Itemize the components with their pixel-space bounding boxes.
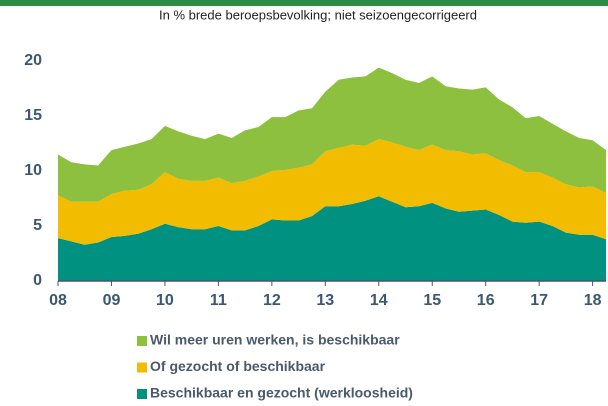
y-tick-label: 10	[24, 162, 42, 179]
y-tick-label: 20	[24, 52, 42, 69]
x-tick-label: 15	[423, 292, 441, 309]
x-tick-label: 14	[370, 292, 388, 309]
x-tick-label: 08	[49, 292, 67, 309]
y-tick-label: 0	[33, 272, 42, 289]
legend-label: Wil meer uren werken, is beschikbaar	[150, 332, 400, 348]
x-tick-label: 17	[530, 292, 548, 309]
legend-label: Beschikbaar en gezocht (werkloosheid)	[150, 385, 413, 401]
x-tick-label: 12	[263, 292, 281, 309]
area	[58, 196, 606, 281]
legend-swatch	[137, 389, 147, 399]
x-tick-label: 10	[156, 292, 174, 309]
area	[58, 139, 606, 245]
legend-swatch	[137, 336, 147, 346]
x-tick-label: 09	[103, 292, 121, 309]
area	[58, 67, 606, 202]
x-tick-label: 18	[584, 292, 602, 309]
y-tick-label: 5	[33, 217, 42, 234]
x-tick-label: 13	[316, 292, 334, 309]
x-tick-label: 16	[477, 292, 495, 309]
chart-subtitle: In % brede beroepsbevolking; niet seizoe…	[159, 7, 477, 22]
x-tick-label: 11	[210, 292, 227, 309]
legend-swatch	[137, 362, 147, 373]
header-bar	[0, 0, 608, 6]
legend-label: Of gezocht of beschikbaar	[150, 358, 326, 374]
y-tick-label: 15	[24, 107, 42, 124]
